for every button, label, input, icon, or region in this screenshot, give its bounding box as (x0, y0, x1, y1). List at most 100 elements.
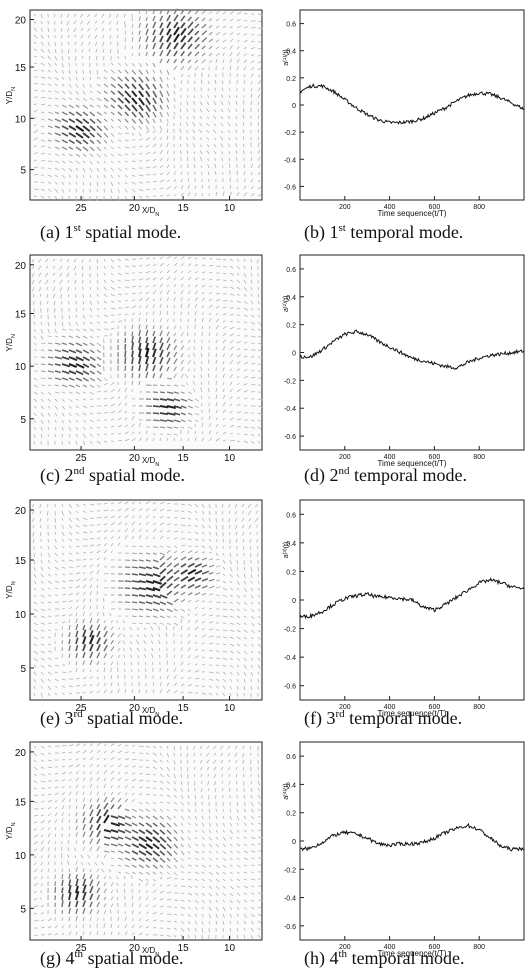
temporal-caption: (b) 1st temporal mode. (304, 222, 464, 242)
spatial-xtick-label: 25 (75, 703, 87, 714)
temporal-ytick-label: -0.4 (284, 406, 296, 413)
temporal-xtick-label: 200 (339, 944, 351, 951)
spatial-caption: (a) 1st spatial mode. (40, 222, 182, 242)
temporal-ytick-label: -0.2 (284, 130, 296, 137)
spatial-xtick-label: 15 (178, 453, 190, 464)
spatial-xtick-label: 10 (224, 703, 236, 714)
spatial-caption: (c) 2nd spatial mode. (40, 465, 185, 485)
temporal-xtick-label: 200 (339, 204, 351, 211)
spatial-xlabel: X/DN (142, 706, 159, 718)
spatial-ytick-label: 10 (15, 851, 27, 862)
temporal-xtick-label: 600 (429, 704, 441, 711)
temporal-series-line (299, 83, 525, 125)
spatial-xlabel: X/DN (142, 206, 159, 218)
temporal-xtick-label: 800 (473, 204, 485, 211)
spatial-ytick-label: 20 (15, 748, 27, 759)
quiver-field (33, 742, 263, 940)
temporal-ytick-label: 0.6 (286, 267, 296, 274)
spatial-xtick-label: 10 (224, 203, 236, 214)
temporal-xtick-label: 800 (473, 704, 485, 711)
spatial-ylabel: Y/DN (5, 334, 17, 351)
temporal-xtick-label: 400 (384, 704, 396, 711)
temporal-panel-frame (299, 9, 525, 201)
spatial-ylabel: Y/DN (5, 87, 17, 104)
temporal-ytick-label: 0.6 (286, 754, 296, 761)
spatial-ytick-label: 5 (20, 904, 26, 915)
spatial-xtick-label: 25 (75, 203, 87, 214)
temporal-ytick-label: 0.2 (286, 323, 296, 330)
temporal-panel-frame (299, 741, 525, 941)
temporal-ytick-label: -0.2 (284, 867, 296, 874)
spatial-xtick-label: 15 (178, 703, 190, 714)
spatial-ytick-label: 20 (15, 261, 27, 272)
quiver-field (31, 255, 263, 446)
spatial-xtick-label: 20 (129, 703, 141, 714)
quiver-field (33, 8, 263, 201)
temporal-xtick-label: 400 (384, 204, 396, 211)
temporal-ytick-label: 0.6 (286, 512, 296, 519)
temporal-ytick-label: 0.6 (286, 22, 296, 29)
temporal-series-line (299, 577, 525, 620)
spatial-ytick-label: 15 (15, 556, 27, 567)
spatial-ylabel: Y/DN (5, 822, 17, 839)
temporal-ytick-label: 0 (292, 839, 296, 846)
temporal-ytick-label: -0.4 (284, 157, 296, 164)
spatial-ytick-label: 20 (15, 506, 27, 517)
temporal-xtick-label: 400 (384, 944, 396, 951)
temporal-xtick-label: 600 (429, 944, 441, 951)
spatial-caption: (g) 4th spatial mode. (40, 948, 184, 968)
temporal-xlabel: Time sequence(t/T) (377, 209, 446, 218)
temporal-xtick-label: 600 (429, 204, 441, 211)
temporal-ytick-label: -0.6 (284, 684, 296, 691)
temporal-ytick-label: 0.4 (286, 49, 296, 56)
temporal-xtick-label: 600 (429, 454, 441, 461)
temporal-ytick-label: -0.6 (284, 924, 296, 931)
spatial-xtick-label: 20 (129, 203, 141, 214)
temporal-xtick-label: 200 (339, 704, 351, 711)
spatial-ytick-label: 10 (15, 114, 27, 125)
temporal-caption: (f) 3rd temporal mode. (304, 708, 463, 728)
spatial-xtick-label: 10 (224, 453, 236, 464)
temporal-xlabel: Time sequence(t/T) (377, 709, 446, 718)
temporal-series-line (299, 822, 525, 852)
spatial-xtick-label: 15 (178, 943, 190, 954)
temporal-ytick-label: 0 (292, 103, 296, 110)
temporal-xtick-label: 200 (339, 454, 351, 461)
temporal-caption: (h) 4th temporal mode. (304, 948, 465, 968)
temporal-ytick-label: 0.2 (286, 811, 296, 818)
temporal-series-line (299, 329, 525, 370)
spatial-xtick-label: 10 (224, 943, 236, 954)
temporal-caption: (d) 2nd temporal mode. (304, 465, 467, 485)
temporal-panel-frame (299, 254, 525, 451)
temporal-ytick-label: -0.2 (284, 378, 296, 385)
temporal-ytick-label: 0.2 (286, 76, 296, 83)
spatial-ytick-label: 10 (15, 610, 27, 621)
spatial-xtick-label: 20 (129, 943, 141, 954)
temporal-ytick-label: 0 (292, 598, 296, 605)
temporal-ytick-label: -0.6 (284, 184, 296, 191)
temporal-xlabel: Time sequence(t/T) (377, 459, 446, 468)
spatial-caption: (e) 3rd spatial mode. (40, 708, 184, 728)
temporal-ylabel: a(3)(t) (282, 542, 291, 559)
spatial-xtick-label: 20 (129, 453, 141, 464)
temporal-ytick-label: -0.4 (284, 896, 296, 903)
spatial-ytick-label: 5 (20, 166, 26, 177)
temporal-ylabel: a(2)(t) (282, 296, 291, 313)
temporal-ytick-label: 0.4 (286, 541, 296, 548)
spatial-ytick-label: 15 (15, 797, 27, 808)
spatial-xtick-label: 25 (75, 943, 87, 954)
temporal-ytick-label: 0.2 (286, 569, 296, 576)
spatial-ytick-label: 5 (20, 664, 26, 675)
temporal-ylabel: a(4)(t) (282, 783, 291, 800)
temporal-ytick-label: 0.4 (286, 782, 296, 789)
temporal-ylabel: a(1)(t) (282, 49, 291, 66)
spatial-xlabel: X/DN (142, 456, 159, 468)
spatial-ytick-label: 5 (20, 415, 26, 426)
spatial-panel-frame (29, 254, 263, 451)
temporal-ytick-label: -0.4 (284, 655, 296, 662)
quiver-field (31, 501, 262, 698)
spatial-ytick-label: 15 (15, 310, 27, 321)
spatial-xtick-label: 15 (178, 203, 190, 214)
temporal-ytick-label: 0.4 (286, 295, 296, 302)
